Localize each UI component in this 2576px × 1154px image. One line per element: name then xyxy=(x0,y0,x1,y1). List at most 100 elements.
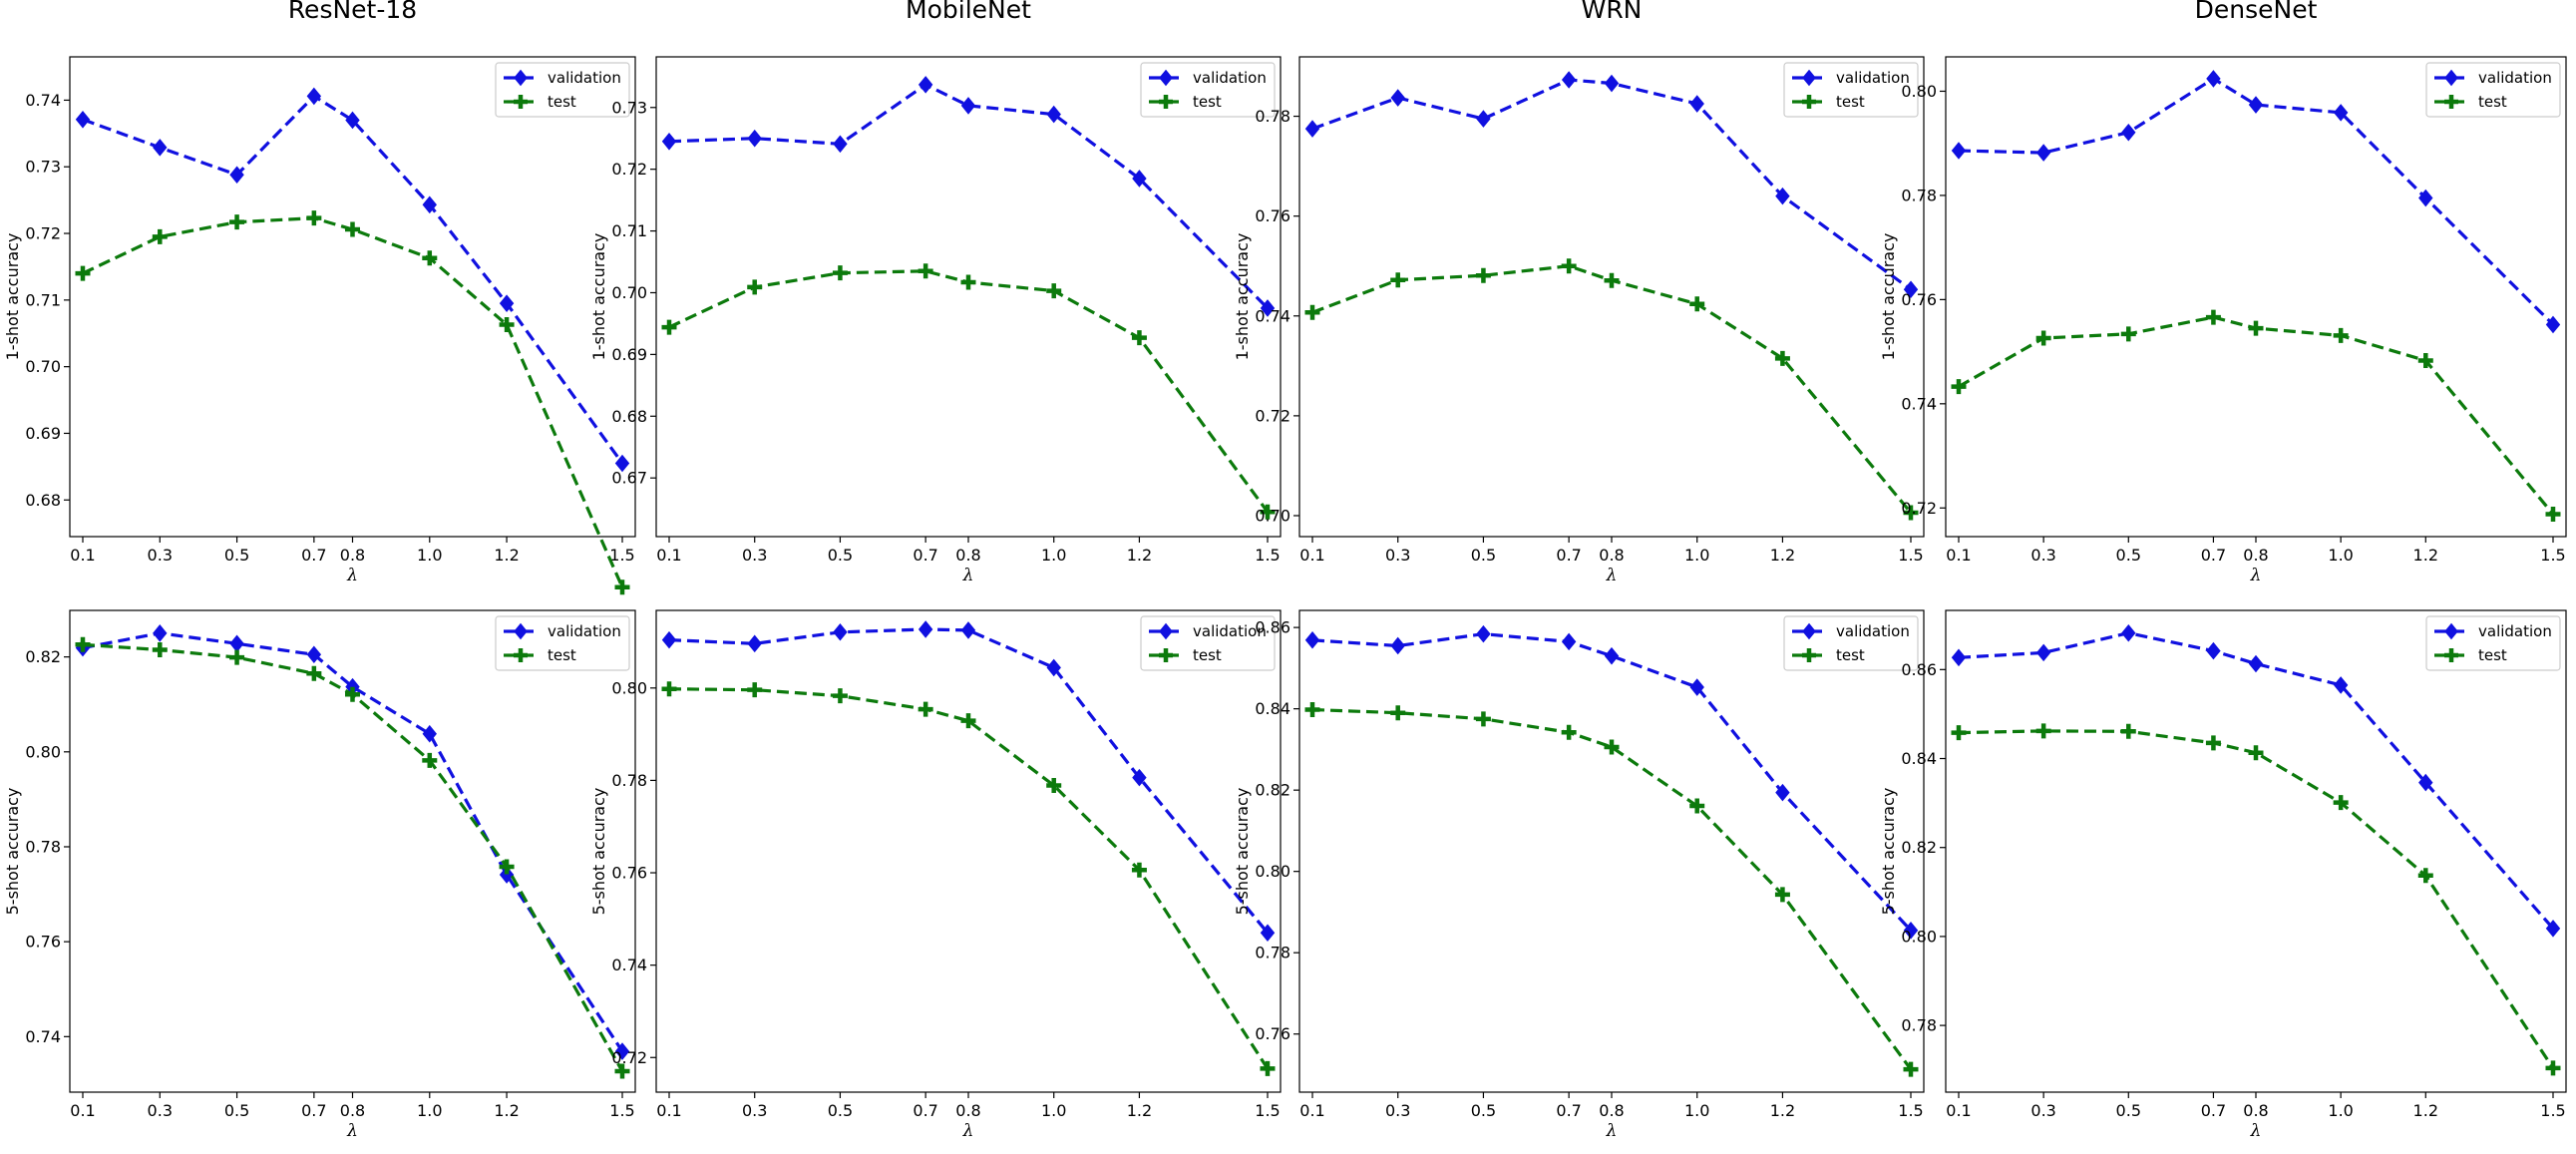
data-point-validation xyxy=(1775,783,1790,802)
data-point-validation xyxy=(747,129,762,148)
series-line-test xyxy=(1311,707,1913,1071)
data-point-validation xyxy=(661,630,677,649)
data-point-validation xyxy=(1689,678,1704,696)
x-tick-label: 1.5 xyxy=(1898,546,1923,565)
series-line-test xyxy=(1958,729,2555,1069)
data-point-test xyxy=(1304,701,1320,717)
data-point-test xyxy=(2333,795,2349,811)
x-axis-label: λ xyxy=(2250,1121,2262,1141)
data-point-validation xyxy=(1689,95,1704,113)
data-point-test xyxy=(1774,887,1790,903)
data-point-validation xyxy=(1132,768,1147,787)
data-point-test xyxy=(1131,330,1147,346)
data-point-test xyxy=(422,250,438,266)
chart-title: WRN xyxy=(1582,0,1643,24)
x-tick-label: 1.0 xyxy=(2328,546,2353,565)
data-point-validation xyxy=(2418,773,2433,792)
x-axis-label: λ xyxy=(346,566,358,585)
legend: validation test xyxy=(2425,615,2561,671)
y-tick-label: 0.84 xyxy=(1901,749,1937,768)
chart-panel-3: WRN 0.1 0.3 0.5 0.7 0.8 1.0 1.2 1.5 0.70 0.72 0.74 0… xyxy=(1233,0,1925,585)
legend-label-validation: validation xyxy=(2478,622,2552,640)
y-axis-label: 5-shot accuracy xyxy=(589,788,608,916)
chart-panel-8: 0.1 0.3 0.5 0.7 0.8 1.0 1.2 1.5 0.78 0.80 0.82 0.84… xyxy=(1879,609,2567,1141)
data-point-validation xyxy=(306,87,322,106)
data-point-validation xyxy=(2121,123,2136,142)
plot-area-frame xyxy=(1945,56,2567,538)
data-point-test xyxy=(1260,504,1276,520)
legend: validation test xyxy=(495,615,630,671)
chart-panel-6: 0.1 0.3 0.5 0.7 0.8 1.0 1.2 1.5 0.72 0.74 0.76 0.78… xyxy=(589,609,1282,1141)
x-tick-label: 0.3 xyxy=(742,1101,767,1120)
x-tick-label: 0.5 xyxy=(224,546,249,565)
data-point-test xyxy=(661,681,677,697)
legend-label-test: test xyxy=(1836,646,1865,664)
legend-marker-validation xyxy=(1159,69,1173,87)
data-point-validation xyxy=(661,133,677,151)
legend-label-test: test xyxy=(2478,646,2507,664)
x-tick-label: 1.5 xyxy=(1255,546,1280,565)
y-tick-label: 0.76 xyxy=(1255,1024,1290,1043)
x-tick-label: 0.7 xyxy=(2201,1101,2226,1120)
legend: validation test xyxy=(1783,62,1919,118)
legend-marker-validation xyxy=(514,622,528,640)
y-tick-label: 0.84 xyxy=(1255,699,1290,718)
x-tick-label: 0.1 xyxy=(1299,1101,1324,1120)
x-tick-label: 0.3 xyxy=(2030,546,2055,565)
data-point-test xyxy=(2248,320,2264,336)
data-point-validation xyxy=(960,97,976,115)
chart-panel-2: MobileNet 0.1 0.3 0.5 0.7 0.8 1.0 1.2 1.5 0.67 0.6… xyxy=(589,0,1282,585)
legend-marker-test xyxy=(2444,648,2458,662)
data-point-test xyxy=(2120,326,2136,342)
y-tick-label: 0.70 xyxy=(1255,506,1290,525)
x-tick-label: 0.1 xyxy=(656,546,681,565)
legend: validation test xyxy=(2425,62,2561,118)
data-point-test xyxy=(2035,330,2051,346)
legend-marker-test xyxy=(1802,95,1816,109)
data-point-validation xyxy=(153,624,168,642)
data-point-validation xyxy=(918,76,933,94)
y-axis-label: 1-shot accuracy xyxy=(3,233,22,361)
x-tick-label: 1.5 xyxy=(609,546,634,565)
y-tick-label: 0.73 xyxy=(25,158,61,177)
x-tick-label: 0.7 xyxy=(1556,546,1581,565)
data-point-test xyxy=(1951,725,1967,741)
series-line-validation xyxy=(668,83,1270,310)
data-point-test xyxy=(1903,1061,1919,1077)
chart-panel-7: 0.1 0.3 0.5 0.7 0.8 1.0 1.2 1.5 0.76 0.78 0.80 0.82… xyxy=(1233,609,1925,1141)
data-point-validation xyxy=(1951,648,1967,667)
chart-title: ResNet-18 xyxy=(288,0,417,24)
data-point-validation xyxy=(422,724,437,743)
legend-marker-test xyxy=(1802,648,1816,662)
data-point-validation xyxy=(75,111,91,129)
y-tick-label: 0.78 xyxy=(1901,1016,1937,1035)
legend: validation test xyxy=(1783,615,1919,671)
legend-label-test: test xyxy=(548,93,576,111)
data-point-validation xyxy=(833,135,848,154)
x-tick-label: 1.5 xyxy=(2540,546,2565,565)
x-tick-label: 0.7 xyxy=(913,1101,937,1120)
legend-marker-test xyxy=(514,648,528,662)
data-point-validation xyxy=(2035,643,2051,662)
y-axis-label: 5-shot accuracy xyxy=(3,788,22,916)
data-point-test xyxy=(1475,267,1491,283)
y-tick-label: 0.68 xyxy=(611,407,647,426)
legend-marker-test xyxy=(514,95,528,109)
y-tick-label: 0.69 xyxy=(25,424,61,443)
data-point-validation xyxy=(1561,71,1577,89)
legend-label-validation: validation xyxy=(1193,69,1267,87)
y-tick-label: 0.68 xyxy=(25,491,61,510)
chart-panel-4: DenseNet 0.1 0.3 0.5 0.7 0.8 1.0 1.2 1.5 0.72 0.74… xyxy=(1879,0,2567,585)
legend-label-test: test xyxy=(548,646,576,664)
series-line-test xyxy=(668,269,1270,514)
x-tick-label: 0.7 xyxy=(913,546,937,565)
x-axis-label: λ xyxy=(962,566,974,585)
x-axis-label: λ xyxy=(1606,566,1618,585)
data-point-test xyxy=(345,686,360,702)
data-point-test xyxy=(306,210,322,226)
x-tick-label: 0.1 xyxy=(656,1101,681,1120)
y-tick-label: 0.76 xyxy=(611,864,647,883)
y-tick-label: 0.80 xyxy=(1901,927,1937,946)
data-point-test xyxy=(832,265,848,281)
data-point-test xyxy=(1131,862,1147,878)
